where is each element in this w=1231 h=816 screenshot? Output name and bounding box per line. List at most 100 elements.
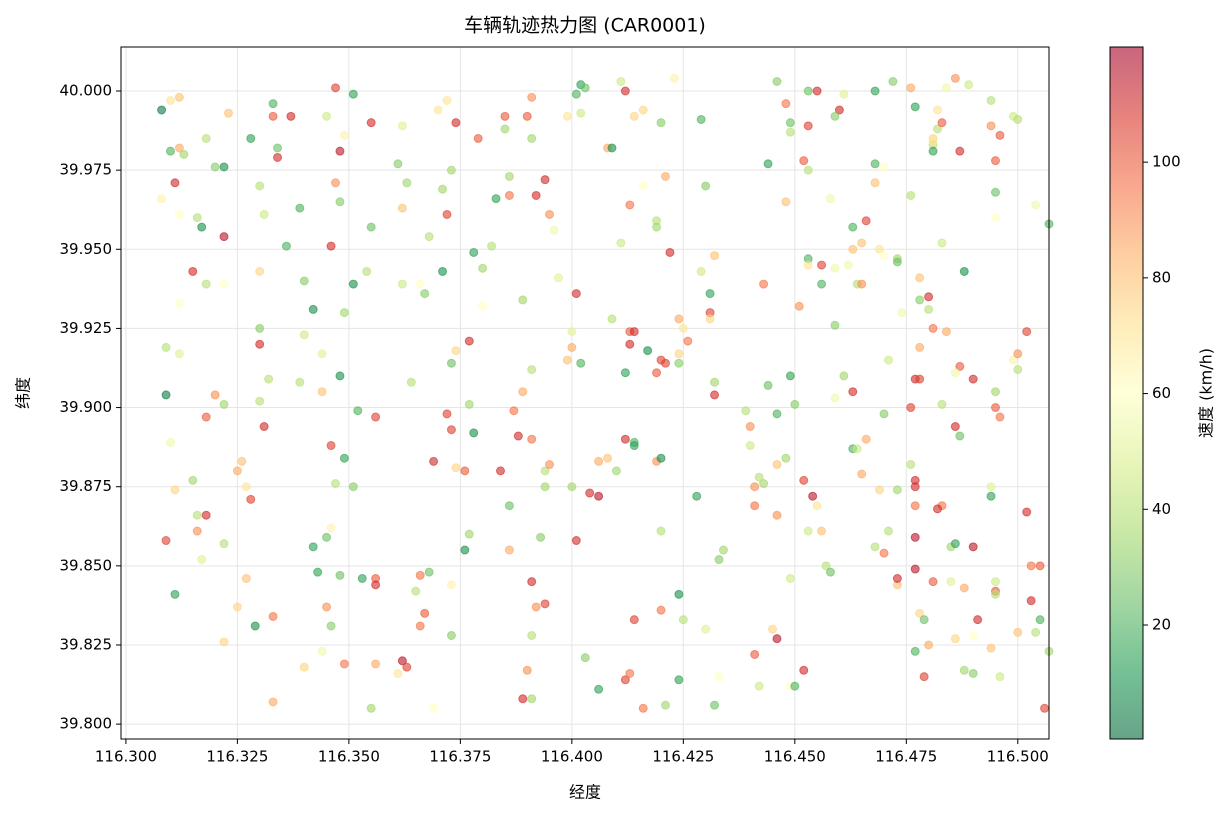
data-point xyxy=(210,162,220,172)
data-point xyxy=(460,466,470,476)
data-point xyxy=(674,349,684,359)
data-point xyxy=(219,279,229,289)
data-point xyxy=(259,209,269,219)
data-point xyxy=(406,377,416,387)
data-point xyxy=(424,232,434,242)
data-point xyxy=(919,615,929,625)
data-point xyxy=(273,143,283,153)
data-point xyxy=(870,159,880,169)
data-point xyxy=(964,80,974,90)
data-point xyxy=(527,694,537,704)
data-point xyxy=(402,178,412,188)
data-point xyxy=(839,371,849,381)
data-point xyxy=(522,665,532,675)
data-point xyxy=(446,165,456,175)
data-point xyxy=(678,323,688,333)
data-point xyxy=(326,241,336,251)
data-point xyxy=(446,425,456,435)
y-tick-label: 39.900 xyxy=(60,398,113,416)
data-point xyxy=(549,225,559,235)
data-point xyxy=(219,637,229,647)
data-point xyxy=(915,295,925,305)
data-point xyxy=(255,396,265,406)
data-point xyxy=(919,672,929,682)
data-point xyxy=(915,342,925,352)
data-point xyxy=(415,570,425,580)
data-point xyxy=(420,289,430,299)
colorbar-tick-label: 60 xyxy=(1152,384,1171,402)
data-point xyxy=(420,608,430,618)
data-point xyxy=(821,561,831,571)
data-point xyxy=(348,279,358,289)
data-point xyxy=(785,127,795,137)
data-point xyxy=(861,216,871,226)
data-point xyxy=(513,431,523,441)
data-point xyxy=(710,251,720,261)
data-point xyxy=(188,475,198,485)
colorbar-tick-label: 100 xyxy=(1152,153,1181,171)
data-point xyxy=(246,133,256,143)
colorbar-tick-label: 80 xyxy=(1152,268,1171,286)
x-tick-label: 116.475 xyxy=(875,748,937,766)
data-point xyxy=(620,675,630,685)
data-point xyxy=(968,630,978,640)
data-point xyxy=(255,339,265,349)
data-point xyxy=(237,456,247,466)
data-point xyxy=(928,577,938,587)
data-point xyxy=(165,146,175,156)
data-point xyxy=(656,605,666,615)
data-point xyxy=(362,266,372,276)
data-point xyxy=(478,263,488,273)
data-point xyxy=(915,374,925,384)
data-point xyxy=(335,146,345,156)
data-point xyxy=(750,649,760,659)
data-point xyxy=(625,200,635,210)
data-point xyxy=(161,342,171,352)
data-point xyxy=(705,314,715,324)
data-point xyxy=(451,346,461,356)
data-point xyxy=(772,634,782,644)
data-point xyxy=(255,266,265,276)
data-point xyxy=(393,668,403,678)
data-point xyxy=(509,406,519,416)
data-point xyxy=(165,95,175,105)
data-point xyxy=(950,422,960,432)
data-point xyxy=(616,238,626,248)
data-point xyxy=(545,209,555,219)
y-tick-label: 39.975 xyxy=(60,161,113,179)
data-point xyxy=(317,387,327,397)
data-point xyxy=(527,133,537,143)
data-point xyxy=(946,577,956,587)
data-point xyxy=(295,377,305,387)
data-point xyxy=(785,118,795,128)
data-point xyxy=(879,162,889,172)
data-point xyxy=(268,697,278,707)
data-point xyxy=(429,456,439,466)
data-point xyxy=(232,602,242,612)
data-point xyxy=(718,545,728,555)
data-point xyxy=(357,574,367,584)
data-point xyxy=(174,143,184,153)
data-point xyxy=(567,327,577,337)
data-point xyxy=(366,703,376,713)
data-point xyxy=(986,95,996,105)
data-point xyxy=(857,469,867,479)
data-point xyxy=(986,482,996,492)
data-point xyxy=(562,111,572,121)
data-point xyxy=(201,133,211,143)
data-point xyxy=(348,482,358,492)
data-point xyxy=(879,251,889,261)
data-point xyxy=(808,491,818,501)
data-point xyxy=(201,510,211,520)
data-point xyxy=(317,349,327,359)
data-point xyxy=(875,244,885,254)
data-point xyxy=(674,589,684,599)
data-point xyxy=(674,314,684,324)
data-point xyxy=(656,355,666,365)
x-tick-label: 116.400 xyxy=(541,748,603,766)
data-point xyxy=(540,482,550,492)
data-point xyxy=(986,121,996,131)
data-point xyxy=(415,621,425,631)
data-point xyxy=(959,665,969,675)
data-point xyxy=(504,545,514,555)
